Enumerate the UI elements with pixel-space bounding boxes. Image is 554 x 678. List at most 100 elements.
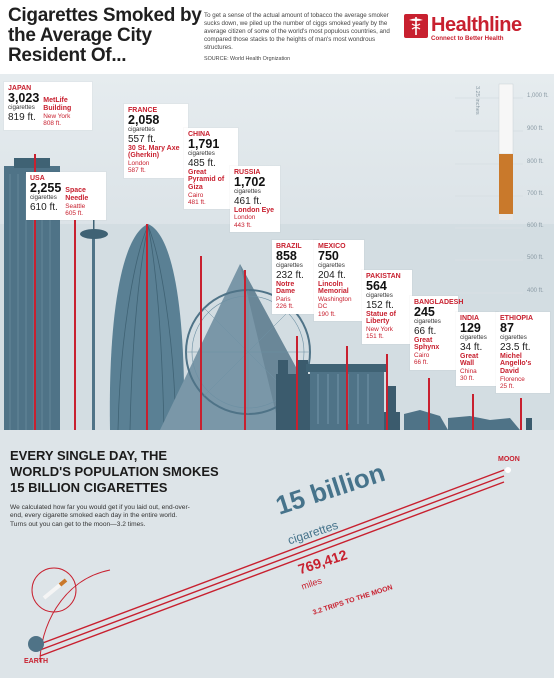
country-name: ETHIOPIA <box>500 315 534 322</box>
country-card-usa: USA 2,255 cigarettes 610 ft. Space Needl… <box>26 172 106 221</box>
landmark-city: Florence <box>500 375 525 383</box>
stack-height: 819 ft. <box>8 111 36 123</box>
landmark-name: Space Needle <box>65 187 89 202</box>
landmark-name: MetLife Building <box>43 97 72 112</box>
country-card-russia: RUSSIA 1,702 cigarettes 461 ft. London E… <box>230 166 280 233</box>
moon-label: MOON <box>498 456 520 463</box>
cigarette-count: 564 <box>366 279 387 294</box>
cigarette-unit: cigarettes <box>276 262 303 270</box>
landmark-height: 25 ft. <box>500 383 515 390</box>
height-pole <box>74 208 76 430</box>
landmark-height: 443 ft. <box>234 221 252 229</box>
cigarette-unit: cigarettes <box>500 334 527 342</box>
landmark-name: Statue of Liberty <box>366 310 396 326</box>
height-pole <box>200 256 202 430</box>
cigarette-unit: cigarettes <box>460 334 487 342</box>
height-pole <box>472 394 474 430</box>
landmark-height: 481 ft. <box>188 199 206 206</box>
country-name: MEXICO <box>318 243 346 250</box>
height-pole <box>386 354 388 430</box>
stack-height: 204 ft. <box>318 269 346 281</box>
stack-height: 232 ft. <box>276 269 304 281</box>
stack-height: 485 ft. <box>188 157 216 169</box>
landmark-height: 226 ft. <box>276 303 294 311</box>
landmark-city: Paris <box>276 296 291 303</box>
earth-label: EARTH <box>24 658 49 665</box>
landmark-name: 30 St. Mary Axe (Gherkin) <box>128 144 180 160</box>
landmark-city: London <box>234 214 256 222</box>
country-name: RUSSIA <box>234 169 261 176</box>
scale-unit-label: 3.25 inches <box>474 86 480 115</box>
country-name: INDIA <box>460 315 480 322</box>
stack-height: 34 ft. <box>460 341 483 353</box>
cigarette-count: 2,255 <box>30 181 62 196</box>
cigarette-unit: cigarettes <box>8 104 35 112</box>
stack-height: 461 ft. <box>234 195 262 207</box>
landmark-name: Notre Dame <box>276 280 296 296</box>
landmark-height: 587 ft. <box>128 167 146 175</box>
header: Cigarettes Smoked by the Average City Re… <box>0 0 554 74</box>
daily-headline: EVERY SINGLE DAY, THE WORLD'S POPULATION… <box>10 448 219 495</box>
page-title: Cigarettes Smoked by the Average City Re… <box>8 5 202 66</box>
daily-explanation: We calculated how far you would get if y… <box>10 504 190 528</box>
country-card-china: CHINA 1,791 cigarettes 485 ft. Great Pyr… <box>184 128 238 210</box>
cigarette-count: 129 <box>460 321 481 336</box>
cigarette-count: 1,702 <box>234 175 266 190</box>
stack-height: 66 ft. <box>414 325 437 337</box>
cigarette-count: 858 <box>276 249 297 264</box>
landmark-city: London <box>128 160 150 167</box>
country-name: USA <box>30 175 45 182</box>
cigarette-count: 87 <box>500 321 514 336</box>
landmark-name: Lincoln Memorial <box>318 280 349 296</box>
logo-name: Healthline <box>431 14 522 36</box>
height-pole <box>296 336 298 430</box>
stack-height: 610 ft. <box>30 201 58 213</box>
source-text: SOURCE: World Health Orgnization <box>204 56 291 62</box>
country-card-ethiopia: ETHIOPIA 87 cigarettes 23.5 ft. Michel A… <box>496 312 550 394</box>
landmark-name: Great Wall <box>460 352 479 368</box>
country-card-france: FRANCE 2,058 cigarettes 557 ft. 30 St. M… <box>124 104 188 178</box>
scale-tick: 800 ft. <box>527 159 544 165</box>
scale-tick: 400 ft. <box>527 288 544 294</box>
height-pole <box>428 378 430 430</box>
country-card-pakistan: PAKISTAN 564 cigarettes 152 ft. Statue o… <box>362 270 412 344</box>
country-card-brazil: BRAZIL 858 cigarettes 232 ft. Notre Dame… <box>272 240 318 314</box>
stack-height: 23.5 ft. <box>500 341 531 353</box>
country-name: BRAZIL <box>276 243 302 250</box>
cigarette-count: 750 <box>318 249 339 264</box>
country-name: BANGLADESH <box>414 299 464 306</box>
country-name: CHINA <box>188 131 211 138</box>
skyline-scene: 1,000 ft. 900 ft. 800 ft. 700 ft. 600 ft… <box>0 74 554 430</box>
country-card-mexico: MEXICO 750 cigarettes 204 ft. Lincoln Me… <box>314 240 364 322</box>
height-pole <box>34 154 36 430</box>
country-name: FRANCE <box>128 107 158 114</box>
cigarette-unit: cigarettes <box>318 262 345 270</box>
cigarette-count: 2,058 <box>128 113 160 128</box>
cigarette-count: 1,791 <box>188 137 220 152</box>
daily-section <box>0 430 554 678</box>
scale-tick: 900 ft. <box>527 126 544 132</box>
country-card-india: INDIA 129 cigarettes 34 ft. Great Wall C… <box>456 312 498 386</box>
scale-tick: 600 ft. <box>527 223 544 229</box>
scale-tick: 500 ft. <box>527 255 544 261</box>
stack-height: 152 ft. <box>366 299 394 311</box>
landmark-city: Cairo <box>414 352 430 359</box>
cigarette-count: 3,023 <box>8 91 40 106</box>
healthline-logo[interactable]: Healthline Connect to Better Health <box>404 14 552 44</box>
country-name: JAPAN <box>8 85 32 92</box>
logo-tagline: Connect to Better Health <box>431 35 504 42</box>
landmark-height: 605 ft. <box>65 210 84 217</box>
height-pole <box>244 270 246 430</box>
stack-height: 557 ft. <box>128 133 156 145</box>
landmark-height: 151 ft. <box>366 333 384 341</box>
landmark-height: 66 ft. <box>414 359 429 367</box>
landmark-city: New York <box>43 112 71 120</box>
landmark-height: 30 ft. <box>460 375 475 383</box>
landmark-height: 190 ft. <box>318 310 336 318</box>
landmark-city: New York <box>366 326 393 333</box>
country-card-bangladesh: BANGLADESH 245 cigarettes 66 ft. Great S… <box>410 296 464 370</box>
cigarette-unit: cigarettes <box>414 318 441 326</box>
country-name: PAKISTAN <box>366 273 401 280</box>
scale-tick: 1,000 ft. <box>527 93 549 99</box>
height-pole <box>346 346 348 430</box>
